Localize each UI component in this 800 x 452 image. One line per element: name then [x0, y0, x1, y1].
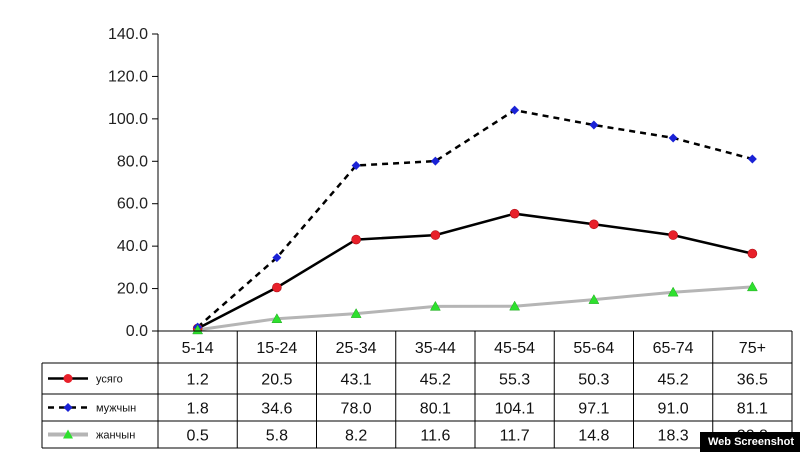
series-line-1	[197, 212, 753, 330]
y-tick-label: 100.0	[108, 111, 148, 128]
data-point	[667, 286, 679, 297]
y-tick-label: 20.0	[117, 281, 148, 298]
data-point	[429, 300, 441, 311]
data-point	[272, 282, 282, 293]
data-label: 78.0	[341, 401, 372, 418]
data-label: 1.2	[187, 372, 209, 389]
data-point	[589, 120, 599, 130]
data-label: 104.1	[495, 401, 535, 418]
x-category-label: 75+	[739, 340, 766, 357]
x-category-label: 65-74	[653, 340, 694, 357]
legend-label-3: жанчын	[96, 430, 135, 442]
data-label: 34.6	[261, 401, 292, 418]
data-point	[192, 324, 204, 335]
data-point	[350, 308, 362, 318]
data-point	[509, 208, 520, 219]
x-category-label: 25-34	[336, 340, 377, 357]
y-tick-label: 60.0	[117, 196, 148, 213]
y-tick-label: 120.0	[108, 68, 148, 85]
data-point	[430, 230, 441, 240]
data-point	[746, 281, 758, 292]
data-table: 5-14 15-24 25-34 35-44 45-54 55-64 65-74 75+ уся…	[41, 330, 793, 449]
legend-marker	[63, 374, 73, 383]
x-category-label: 55-64	[573, 340, 614, 357]
legend-label-2: мужчын	[96, 403, 136, 415]
y-tick-label: 80.0	[117, 153, 148, 170]
legend-marker	[63, 403, 73, 412]
x-category-label: 45-54	[494, 340, 535, 357]
data-point	[589, 219, 599, 230]
data-point	[588, 294, 600, 304]
x-category-label: 15-24	[256, 340, 297, 357]
data-point	[747, 154, 757, 164]
data-point	[510, 105, 520, 115]
data-point	[668, 133, 678, 143]
data-label: 18.3	[658, 428, 689, 445]
data-label: 97.1	[578, 401, 609, 418]
series-line-3	[197, 285, 753, 332]
y-tick-label: 0.0	[126, 323, 148, 340]
y-tick-label: 40.0	[117, 238, 148, 255]
data-label: 45.2	[420, 372, 451, 389]
data-label: 50.3	[578, 372, 609, 389]
x-category-label: 35-44	[415, 340, 456, 357]
data-label: 43.1	[341, 372, 372, 389]
data-point	[509, 300, 521, 311]
data-label: 91.0	[658, 401, 689, 418]
data-point	[351, 234, 361, 245]
data-label: 55.3	[499, 372, 530, 389]
data-point	[430, 156, 440, 166]
data-point	[351, 161, 361, 171]
data-label: 0.5	[187, 428, 209, 445]
data-label: 45.2	[658, 372, 689, 389]
data-label: 14.8	[578, 428, 609, 445]
data-point	[668, 230, 678, 240]
data-label: 1.8	[187, 401, 209, 418]
data-label: 81.1	[737, 401, 768, 418]
data-label: 5.8	[266, 428, 288, 445]
legend-label-1: усяго	[96, 374, 123, 386]
data-point	[747, 248, 758, 259]
legend-marker	[63, 429, 73, 439]
watermark-label: Web Screenshot	[700, 432, 800, 452]
data-label: 11.6	[420, 428, 450, 445]
data-label: 11.7	[500, 428, 530, 445]
data-label: 8.2	[345, 428, 367, 445]
data-point	[272, 253, 282, 263]
y-axis: 0.0 20.0 40.0 60.0 80.0 100.0 120.0 140.0	[108, 26, 159, 340]
data-point	[271, 313, 283, 323]
x-category-label: 5-14	[182, 340, 214, 357]
data-label: 20.5	[261, 372, 292, 389]
y-tick-label: 140.0	[108, 26, 148, 43]
data-label: 80.1	[420, 401, 451, 418]
series-line-2	[196, 108, 753, 329]
series-layer	[192, 105, 758, 335]
data-label: 36.5	[737, 372, 768, 389]
